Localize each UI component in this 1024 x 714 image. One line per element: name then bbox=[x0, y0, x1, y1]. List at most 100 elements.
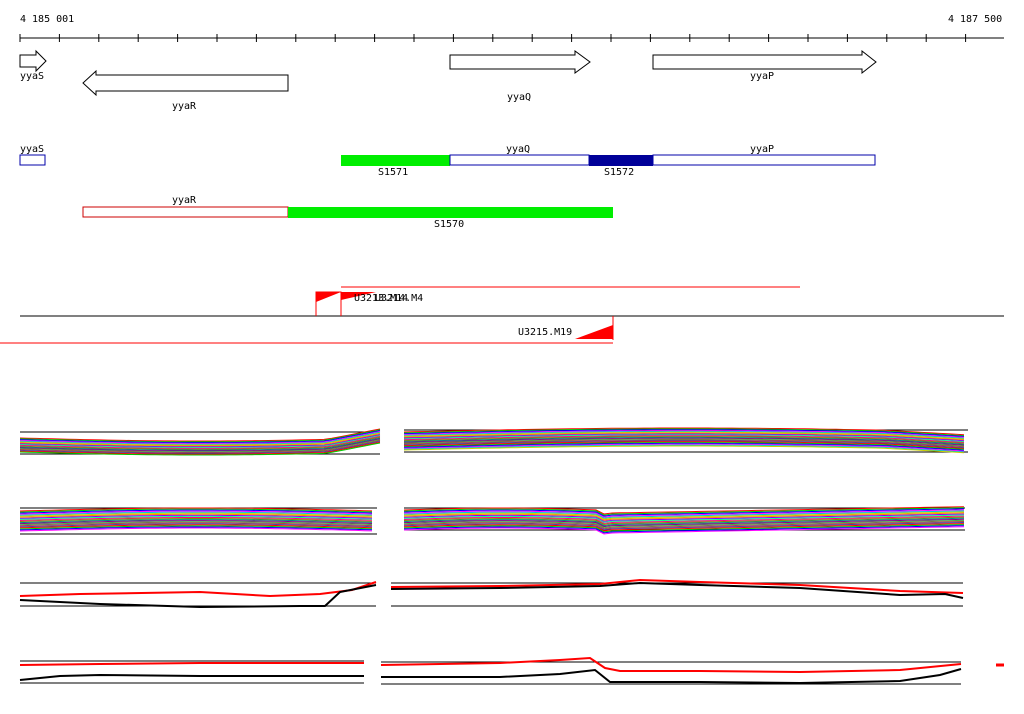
gene-label-yyaP: yyaP bbox=[750, 71, 775, 82]
track2-right-profile bbox=[403, 519, 965, 529]
track2-right-profile bbox=[403, 517, 965, 527]
gene-label-yyaQ: yyaQ bbox=[507, 92, 532, 103]
gene-arrow-yyaP[interactable] bbox=[652, 49, 877, 75]
track2-left-profile bbox=[19, 519, 373, 524]
track4-right-black bbox=[381, 668, 962, 685]
track1-left-profile bbox=[19, 440, 381, 454]
track1-right-profile bbox=[403, 430, 965, 438]
track2-left-profile bbox=[19, 507, 373, 512]
track2-left-profile bbox=[19, 509, 373, 514]
track1-right-profile bbox=[403, 428, 965, 437]
track1-left-profile bbox=[19, 442, 381, 456]
track1-right-profile bbox=[403, 444, 965, 453]
track3-right-red bbox=[390, 578, 964, 594]
gene-box-yyaR[interactable] bbox=[82, 206, 289, 218]
track1-right-profile bbox=[403, 442, 965, 451]
track1-right-profile bbox=[403, 438, 965, 447]
track2-right-profile bbox=[403, 509, 965, 518]
track1-right-profile bbox=[403, 443, 965, 452]
gene-box-yyaS[interactable] bbox=[19, 154, 46, 166]
track2-left-profile bbox=[19, 510, 373, 515]
feature-label-U3215: U3215.M19 bbox=[518, 327, 573, 338]
segment-track-plus bbox=[19, 154, 876, 166]
track2-right-profile bbox=[403, 510, 965, 519]
track1-left-profile bbox=[19, 429, 381, 443]
track2-right-profile bbox=[403, 507, 965, 516]
gene-label-yyaR: yyaR bbox=[172, 101, 197, 112]
gene-annotation-track bbox=[19, 49, 877, 97]
feature-label-U3213: U3213.M14 bbox=[354, 293, 409, 304]
segment-S1571[interactable] bbox=[341, 155, 450, 166]
track2-right-profile bbox=[403, 515, 965, 525]
feature-U3213[interactable] bbox=[315, 291, 342, 316]
track1-left-profile bbox=[19, 433, 381, 447]
segment-label-S1570: S1570 bbox=[434, 219, 465, 230]
track1-left-profile bbox=[19, 431, 381, 445]
track1-left-profile bbox=[19, 431, 381, 444]
feature-track bbox=[0, 286, 1004, 344]
track1-right-profile bbox=[403, 437, 965, 446]
gene-arrow-yyaS[interactable] bbox=[19, 49, 47, 73]
track1-right-profile bbox=[403, 430, 965, 439]
feature-U3214[interactable] bbox=[341, 292, 376, 300]
track2-left-profile bbox=[19, 514, 373, 519]
gene-box-yyaQ[interactable] bbox=[449, 154, 590, 166]
track1-right-profile bbox=[403, 427, 965, 436]
track1-right-profile bbox=[403, 442, 965, 450]
segment-label-S1571: S1571 bbox=[378, 167, 409, 178]
track2-left-profile bbox=[19, 517, 373, 521]
segment-S1570[interactable] bbox=[288, 207, 613, 218]
track1-right-profile bbox=[403, 435, 965, 443]
track1-left-profile bbox=[19, 428, 381, 442]
track1-right-profile bbox=[403, 436, 965, 445]
track1-right-profile bbox=[403, 434, 965, 443]
track2-right-profile bbox=[403, 523, 965, 532]
track1-right-profile bbox=[403, 436, 965, 444]
track1-right-profile bbox=[403, 432, 965, 441]
track1-right-profile bbox=[403, 439, 965, 448]
track1-right-profile bbox=[403, 431, 965, 440]
segment-S1572[interactable] bbox=[589, 155, 653, 166]
segment-gene-label-yyaR: yyaR bbox=[172, 195, 197, 206]
track2-left-profile bbox=[19, 521, 373, 526]
track1-left-profile bbox=[19, 436, 381, 450]
track2-right-profile bbox=[403, 525, 965, 534]
track2-right-profile bbox=[403, 516, 965, 526]
ruler-start-label: 4 185 001 bbox=[20, 14, 75, 25]
segment-label-S1572: S1572 bbox=[604, 167, 635, 178]
track2-left-profile bbox=[19, 527, 373, 532]
feature-U3215[interactable] bbox=[575, 316, 614, 340]
track1-left-profile bbox=[19, 434, 381, 448]
gene-arrow-yyaR[interactable] bbox=[82, 69, 289, 97]
track1-left-profile bbox=[19, 435, 381, 449]
track2-right-profile bbox=[403, 512, 965, 521]
track1-left-profile bbox=[19, 435, 381, 449]
segment-track-minus bbox=[82, 206, 613, 218]
track1-right-profile bbox=[403, 440, 965, 449]
track2-right-profile bbox=[403, 511, 965, 520]
track1-left-profile bbox=[19, 432, 381, 446]
track4-right-red bbox=[380, 656, 962, 674]
track1-left-profile bbox=[19, 439, 381, 453]
track2-left-profile bbox=[19, 526, 373, 531]
track2-right-profile bbox=[403, 521, 965, 530]
track2-right-profile bbox=[403, 513, 965, 522]
gene-arrow-yyaQ[interactable] bbox=[449, 50, 591, 74]
segment-gene-label-yyaQ: yyaQ bbox=[506, 144, 531, 155]
track1-right-profile bbox=[403, 433, 965, 442]
gene-box-yyaP[interactable] bbox=[652, 154, 876, 166]
track2-left-profile bbox=[19, 515, 373, 520]
track2-left-profile bbox=[19, 522, 373, 527]
track2-right-profile bbox=[403, 514, 965, 523]
track2-left-profile bbox=[19, 518, 373, 522]
track2-right-profile bbox=[403, 522, 965, 531]
track2-left-profile bbox=[19, 524, 373, 529]
track2-left-profile bbox=[19, 511, 373, 516]
ruler-ticks bbox=[19, 34, 967, 42]
track1-right-profile bbox=[403, 445, 965, 454]
track2-left-profile bbox=[19, 523, 373, 528]
track2-right-profile bbox=[403, 526, 965, 535]
track2-right-profile bbox=[403, 506, 965, 515]
track2-left-profile bbox=[19, 508, 373, 513]
expression-tracks bbox=[19, 427, 1004, 685]
